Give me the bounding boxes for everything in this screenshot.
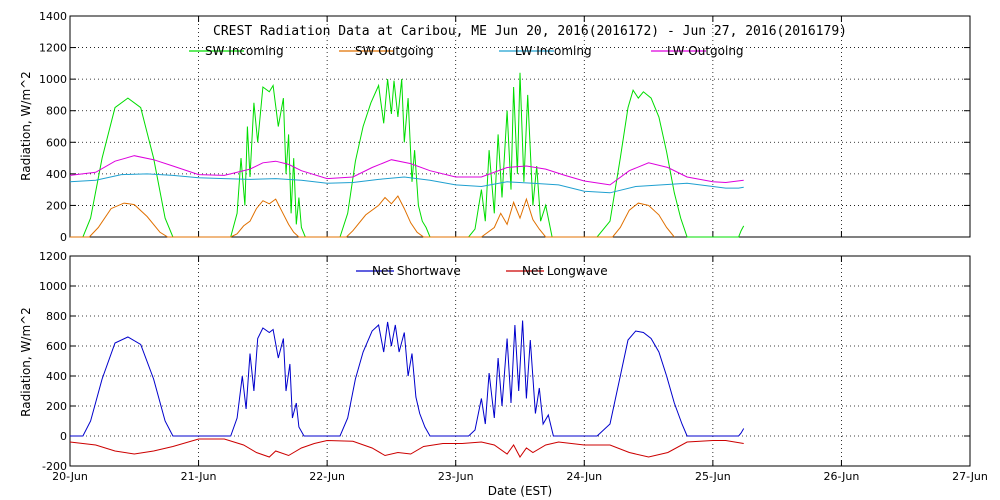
- series-line-sw-outgoing: [70, 195, 675, 238]
- legend-label: LW Outgoing: [667, 44, 744, 58]
- legend-label: Net Longwave: [522, 264, 608, 278]
- legend-label: SW Incoming: [205, 44, 284, 58]
- x-tick-label: 23-Jun: [438, 470, 474, 483]
- legend-label: LW Incoming: [515, 44, 592, 58]
- x-tick-label: 21-Jun: [181, 470, 217, 483]
- plot-frame: [69, 255, 971, 467]
- legend-label: Net Shortwave: [372, 264, 461, 278]
- y-tick-label: 800: [46, 310, 67, 323]
- x-tick-label: 20-Jun: [52, 470, 88, 483]
- y-tick-label: 1200: [39, 42, 67, 55]
- y-tick-label: 400: [46, 370, 67, 383]
- x-tick-label: 24-Jun: [566, 470, 602, 483]
- x-axis-label: Date (EST): [488, 484, 552, 498]
- y-tick-label: -200: [42, 460, 67, 473]
- y-tick-label: 400: [46, 168, 67, 181]
- y-tick-label: 600: [46, 340, 67, 353]
- plot-frame: [69, 15, 971, 238]
- y-tick-label: 0: [60, 430, 67, 443]
- x-tick-label: 26-Jun: [824, 470, 860, 483]
- y-tick-label: 1000: [39, 280, 67, 293]
- x-tick-label: 25-Jun: [695, 470, 731, 483]
- top-y-axis-label: Radiation, W/m^2: [19, 71, 33, 181]
- y-tick-label: 1200: [39, 250, 67, 263]
- y-tick-label: 200: [46, 400, 67, 413]
- bottom-panel: -200 0 200 400 600 800 1000 1200 20-Jun 21-Jun 22-…: [39, 250, 988, 483]
- chart-title: CREST Radiation Data at Caribou, ME Jun …: [213, 24, 847, 39]
- bottom-y-axis-label: Radiation, W/m^2: [19, 307, 33, 417]
- series-line-net-longwave: [69, 438, 744, 458]
- x-tick-label: 22-Jun: [309, 470, 345, 483]
- x-tick-label: 27-Jun: [952, 470, 988, 483]
- y-tick-label: 800: [46, 105, 67, 118]
- series-line-net-shortwave: [70, 320, 745, 437]
- series-line-lw-incoming: [69, 173, 744, 194]
- legend-label: SW Outgoing: [355, 44, 434, 58]
- y-tick-label: 1000: [39, 73, 67, 86]
- y-tick-label: 200: [46, 199, 67, 212]
- series-line-lw-outgoing: [69, 155, 744, 186]
- top-panel: 0 200 400 600 800 1000 1200 1400 SW Incoming SW O…: [39, 10, 971, 244]
- y-tick-label: 0: [60, 231, 67, 244]
- y-tick-label: 1400: [39, 10, 67, 23]
- y-tick-label: 600: [46, 136, 67, 149]
- series-line-sw-incoming: [70, 72, 745, 238]
